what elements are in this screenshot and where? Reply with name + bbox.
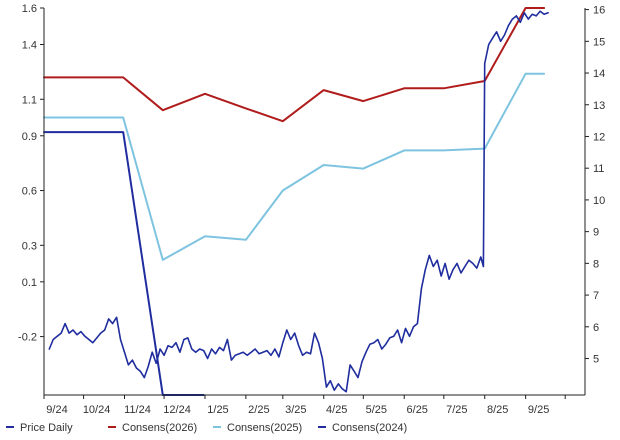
legend-label: Price Daily (20, 422, 73, 434)
series-line-price-daily (48, 10, 549, 393)
left-tick-label: 0.9 (22, 131, 37, 143)
x-tick-label: 1/25 (207, 404, 228, 416)
right-tick-label: 13 (593, 100, 605, 112)
series-line-consens-2026 (43, 7, 546, 123)
right-tick-label: 14 (593, 68, 605, 80)
x-tick-label: 7/25 (446, 404, 467, 416)
series-layer (43, 7, 549, 396)
left-tick-label: 0.1 (22, 277, 37, 289)
right-tick-label: 7 (593, 290, 599, 302)
x-tick-label: 5/25 (366, 404, 387, 416)
right-tick-label: 8 (593, 258, 599, 270)
legend-item-consens-2024: Consens(2024) (318, 422, 407, 434)
axes-layer: 1.6 1.4 1.1 0.9 0.6 0.3 0.1 -0.2 16 15 14 13 12 11 10 9… (18, 3, 605, 416)
right-tick-label: 5 (593, 354, 599, 366)
right-tick-label: 6 (593, 322, 599, 334)
x-tick-label: 9/24 (46, 404, 67, 416)
left-tick-label: 1.4 (22, 40, 37, 52)
left-tick-label: 1.1 (22, 94, 37, 106)
legend-label: Consens(2026) (122, 422, 197, 434)
x-tick-label: 6/25 (407, 404, 428, 416)
legend-item-consens-2026: Consens(2026) (108, 422, 197, 434)
series-line-consens-2024 (43, 131, 205, 396)
x-tick-label: 12/24 (163, 404, 191, 416)
right-tick-label: 9 (593, 227, 599, 239)
right-tick-label: 10 (593, 195, 605, 207)
right-tick-label: 11 (593, 163, 604, 175)
legend-item-consens-2025: Consens(2025) (213, 422, 302, 434)
x-tick-label: 11/24 (124, 404, 151, 416)
left-tick-label: 0.6 (22, 186, 37, 198)
legend-item-price-daily: Price Daily (6, 422, 73, 434)
legend-label: Consens(2025) (227, 422, 302, 434)
series-line-consens-2025 (43, 72, 546, 261)
x-tick-label: 8/25 (487, 404, 508, 416)
right-tick-label: 16 (593, 5, 605, 17)
left-tick-label: -0.2 (18, 332, 37, 344)
legend-label: Consens(2024) (332, 422, 407, 434)
right-tick-label: 12 (593, 131, 605, 143)
left-tick-label: 0.3 (22, 240, 37, 252)
x-tick-label: 10/24 (83, 404, 111, 416)
x-tick-label: 3/25 (285, 404, 306, 416)
right-tick-label: 15 (593, 36, 605, 48)
x-tick-label: 2/25 (248, 404, 269, 416)
x-tick-label: 9/25 (528, 404, 549, 416)
x-tick-label: 4/25 (326, 404, 347, 416)
legend: Price Daily Consens(2026) Consens(2025) Con… (6, 422, 407, 434)
left-tick-label: 1.6 (22, 3, 37, 15)
